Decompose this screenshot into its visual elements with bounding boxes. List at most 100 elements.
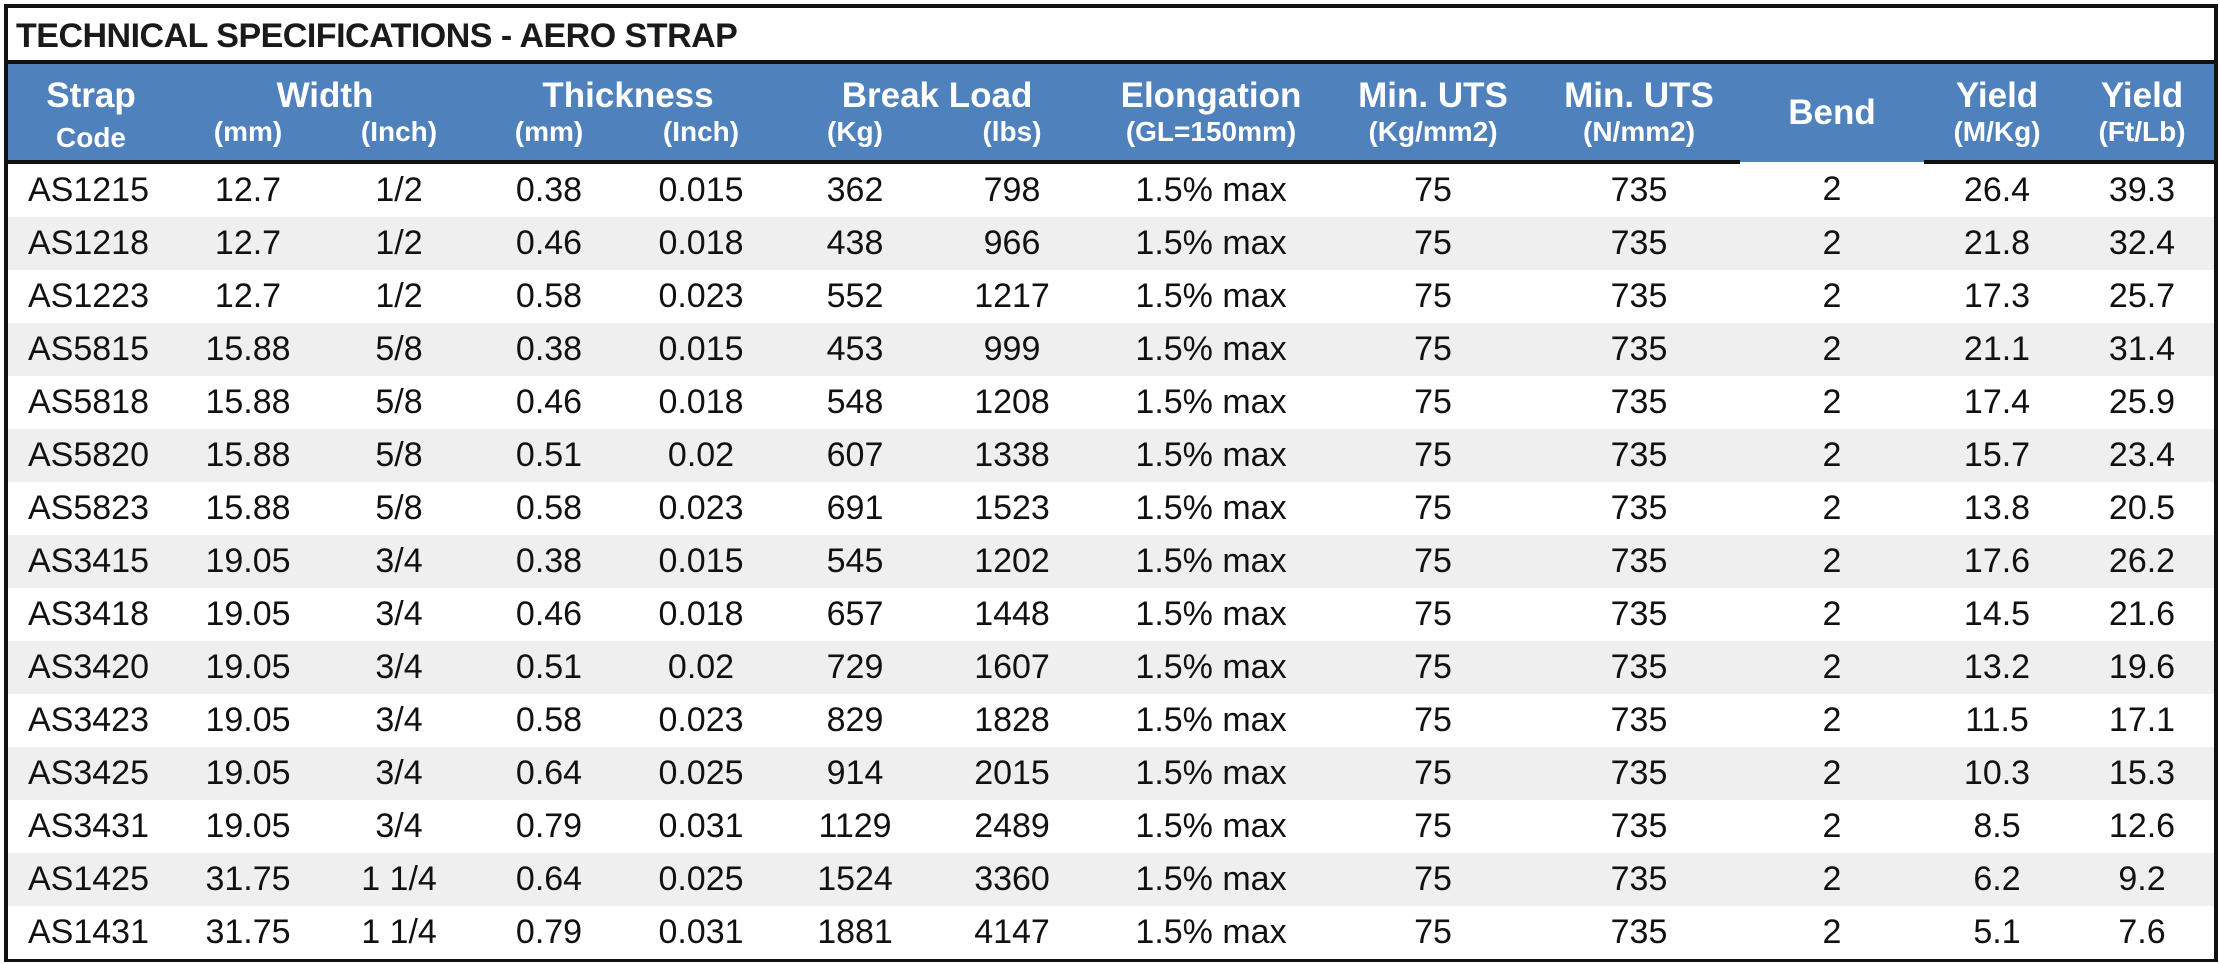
cell-break-load-kg: 657	[780, 588, 931, 641]
cell-bend: 2	[1740, 217, 1925, 270]
cell-break-load-kg: 829	[780, 694, 931, 747]
cell-min-uts-kg: 75	[1328, 376, 1539, 429]
cell-strap-code: AS1431	[8, 906, 174, 959]
cell-thickness-mm: 0.64	[476, 853, 622, 906]
cell-elongation: 1.5% max	[1094, 535, 1329, 588]
cell-width-inch: 3/4	[322, 800, 476, 853]
cell-strap-code: AS3418	[8, 588, 174, 641]
table-row: AS1218 12.7 1/2 0.46 0.018 438 966 1.5% max 75 73…	[8, 217, 2215, 270]
cell-width-mm: 31.75	[174, 906, 322, 959]
table-row: AS1431 31.75 1 1/4 0.79 0.031 1881 4147 1.5% ma…	[8, 906, 2215, 959]
table-row: AS3425 19.05 3/4 0.64 0.025 914 2015 1.5% max 75…	[8, 747, 2215, 800]
table-row: AS1425 31.75 1 1/4 0.64 0.025 1524 3360 1.5% ma…	[8, 853, 2215, 906]
cell-thickness-inch: 0.023	[622, 694, 781, 747]
cell-strap-code: AS3420	[8, 641, 174, 694]
header-thickness-mm: (mm)	[476, 116, 622, 164]
cell-elongation: 1.5% max	[1094, 747, 1329, 800]
table-body: AS1215 12.7 1/2 0.38 0.015 362 798 1.5% max 75 73…	[8, 162, 2215, 959]
cell-strap-code: AS3423	[8, 694, 174, 747]
cell-bend: 2	[1740, 641, 1925, 694]
cell-break-load-lbs: 2015	[930, 747, 1095, 800]
cell-width-mm: 19.05	[174, 535, 322, 588]
cell-min-uts-n: 735	[1538, 800, 1741, 853]
header-thickness-inch: (Inch)	[622, 116, 781, 164]
cell-width-mm: 12.7	[174, 270, 322, 323]
cell-elongation: 1.5% max	[1094, 641, 1329, 694]
cell-width-inch: 5/8	[322, 429, 476, 482]
cell-yield-ft-per-lb: 39.3	[2070, 162, 2215, 217]
cell-break-load-kg: 729	[780, 641, 931, 694]
cell-yield-ft-per-lb: 31.4	[2070, 323, 2215, 376]
header-bend: Bend	[1740, 64, 1925, 162]
cell-thickness-mm: 0.46	[476, 217, 622, 270]
cell-thickness-inch: 0.031	[622, 906, 781, 959]
cell-strap-code: AS1218	[8, 217, 174, 270]
cell-strap-code: AS1223	[8, 270, 174, 323]
cell-yield-ft-per-lb: 20.5	[2070, 482, 2215, 535]
cell-yield-m-per-kg: 10.3	[1924, 747, 2071, 800]
header-yield-ft-unit: (Ft/Lb)	[2070, 116, 2215, 164]
cell-break-load-kg: 545	[780, 535, 931, 588]
cell-width-mm: 31.75	[174, 853, 322, 906]
cell-bend: 2	[1740, 376, 1925, 429]
table-row: AS5818 15.88 5/8 0.46 0.018 548 1208 1.5% max 75…	[8, 376, 2215, 429]
table-row: AS5820 15.88 5/8 0.51 0.02 607 1338 1.5% max 75 7…	[8, 429, 2215, 482]
cell-width-mm: 12.7	[174, 162, 322, 217]
cell-min-uts-n: 735	[1538, 376, 1741, 429]
header-uts-kg-unit: (Kg/mm2)	[1328, 116, 1539, 164]
header-elongation-unit: (GL=150mm)	[1094, 116, 1329, 164]
header-yield-m-unit: (M/Kg)	[1924, 116, 2071, 164]
cell-break-load-lbs: 1202	[930, 535, 1095, 588]
cell-yield-m-per-kg: 21.1	[1924, 323, 2071, 376]
cell-break-load-kg: 438	[780, 217, 931, 270]
cell-yield-ft-per-lb: 23.4	[2070, 429, 2215, 482]
cell-strap-code: AS3425	[8, 747, 174, 800]
cell-yield-m-per-kg: 13.2	[1924, 641, 2071, 694]
cell-min-uts-kg: 75	[1328, 588, 1539, 641]
cell-bend: 2	[1740, 800, 1925, 853]
cell-strap-code: AS5815	[8, 323, 174, 376]
cell-break-load-lbs: 3360	[930, 853, 1095, 906]
cell-min-uts-kg: 75	[1328, 323, 1539, 376]
cell-bend: 2	[1740, 429, 1925, 482]
cell-width-mm: 15.88	[174, 482, 322, 535]
cell-min-uts-kg: 75	[1328, 482, 1539, 535]
cell-strap-code: AS3415	[8, 535, 174, 588]
cell-min-uts-n: 735	[1538, 482, 1741, 535]
cell-yield-ft-per-lb: 7.6	[2070, 906, 2215, 959]
cell-width-mm: 15.88	[174, 323, 322, 376]
cell-strap-code: AS1425	[8, 853, 174, 906]
cell-break-load-kg: 1881	[780, 906, 931, 959]
header-break-load: Break Load	[780, 64, 1095, 116]
cell-break-load-lbs: 1828	[930, 694, 1095, 747]
cell-thickness-inch: 0.015	[622, 162, 781, 217]
cell-thickness-inch: 0.018	[622, 588, 781, 641]
cell-elongation: 1.5% max	[1094, 376, 1329, 429]
cell-min-uts-kg: 75	[1328, 535, 1539, 588]
cell-elongation: 1.5% max	[1094, 162, 1329, 217]
cell-elongation: 1.5% max	[1094, 588, 1329, 641]
cell-thickness-inch: 0.025	[622, 747, 781, 800]
cell-break-load-lbs: 1448	[930, 588, 1095, 641]
cell-break-load-kg: 914	[780, 747, 931, 800]
cell-thickness-mm: 0.64	[476, 747, 622, 800]
cell-break-load-kg: 453	[780, 323, 931, 376]
cell-break-load-kg: 548	[780, 376, 931, 429]
cell-yield-ft-per-lb: 12.6	[2070, 800, 2215, 853]
header-strap-line2: Code	[8, 116, 174, 164]
header-yield-ft: Yield	[2070, 64, 2215, 116]
cell-yield-ft-per-lb: 19.6	[2070, 641, 2215, 694]
cell-bend: 2	[1740, 694, 1925, 747]
cell-elongation: 1.5% max	[1094, 217, 1329, 270]
cell-strap-code: AS3431	[8, 800, 174, 853]
cell-yield-m-per-kg: 6.2	[1924, 853, 2071, 906]
cell-thickness-mm: 0.58	[476, 482, 622, 535]
header-uts-n: Min. UTS	[1538, 64, 1741, 116]
cell-width-mm: 19.05	[174, 800, 322, 853]
cell-min-uts-kg: 75	[1328, 853, 1539, 906]
cell-yield-ft-per-lb: 15.3	[2070, 747, 2215, 800]
cell-thickness-mm: 0.58	[476, 270, 622, 323]
cell-yield-ft-per-lb: 32.4	[2070, 217, 2215, 270]
cell-width-mm: 15.88	[174, 429, 322, 482]
cell-yield-m-per-kg: 17.4	[1924, 376, 2071, 429]
